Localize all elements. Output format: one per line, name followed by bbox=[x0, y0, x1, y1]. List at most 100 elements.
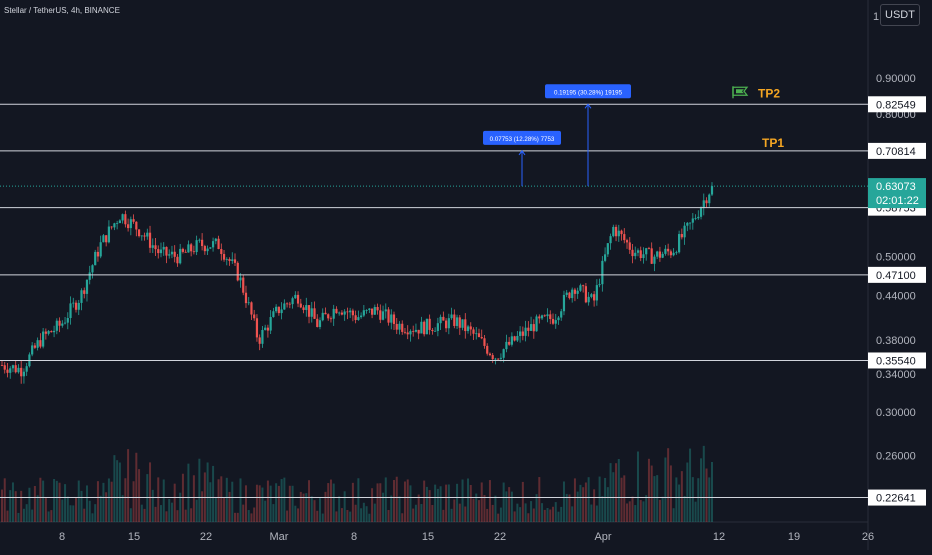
candle[interactable] bbox=[85, 279, 89, 302]
candle[interactable] bbox=[102, 233, 105, 243]
candle[interactable] bbox=[42, 327, 45, 349]
candle[interactable] bbox=[253, 309, 256, 321]
candle[interactable] bbox=[387, 307, 390, 326]
candle[interactable] bbox=[379, 304, 382, 324]
candle[interactable] bbox=[360, 312, 363, 319]
candle[interactable] bbox=[6, 363, 9, 378]
candle[interactable] bbox=[343, 309, 346, 321]
candle[interactable] bbox=[508, 337, 511, 346]
candle[interactable] bbox=[519, 326, 522, 343]
candle[interactable] bbox=[14, 360, 17, 374]
measure-tool[interactable]: 0.07753 (12.28%) 7753 bbox=[483, 130, 561, 187]
candle[interactable] bbox=[20, 360, 23, 384]
candle[interactable] bbox=[335, 306, 338, 314]
candle[interactable] bbox=[491, 353, 494, 363]
candle[interactable] bbox=[11, 364, 15, 373]
candle[interactable] bbox=[595, 279, 598, 306]
candle[interactable] bbox=[110, 226, 113, 230]
candle[interactable] bbox=[434, 327, 437, 332]
candle[interactable] bbox=[639, 246, 642, 262]
candle[interactable] bbox=[710, 182, 714, 196]
candle[interactable] bbox=[118, 219, 121, 224]
candle[interactable] bbox=[0, 360, 4, 367]
candle[interactable] bbox=[384, 303, 387, 319]
candle[interactable] bbox=[288, 301, 291, 309]
candle[interactable] bbox=[524, 320, 527, 342]
candle[interactable] bbox=[403, 328, 407, 335]
candle[interactable] bbox=[132, 214, 135, 224]
candle[interactable] bbox=[50, 330, 53, 333]
candle[interactable] bbox=[702, 193, 705, 216]
candle[interactable] bbox=[606, 242, 609, 257]
candle[interactable] bbox=[332, 304, 335, 326]
candle[interactable] bbox=[486, 343, 489, 356]
candle[interactable] bbox=[576, 287, 579, 299]
candle[interactable] bbox=[373, 304, 376, 315]
candle[interactable] bbox=[428, 314, 431, 335]
candle[interactable] bbox=[562, 290, 566, 316]
candle[interactable] bbox=[368, 308, 371, 314]
candle[interactable] bbox=[634, 246, 637, 260]
candle[interactable] bbox=[198, 238, 201, 243]
candle[interactable] bbox=[642, 247, 645, 264]
candle[interactable] bbox=[69, 296, 72, 325]
candle[interactable] bbox=[620, 229, 623, 241]
candle[interactable] bbox=[239, 273, 242, 288]
candle[interactable] bbox=[349, 307, 352, 318]
candle[interactable] bbox=[565, 289, 568, 298]
candle[interactable] bbox=[543, 314, 546, 317]
candle[interactable] bbox=[154, 237, 157, 256]
candle[interactable] bbox=[74, 300, 78, 313]
candle[interactable] bbox=[688, 222, 692, 230]
candle[interactable] bbox=[436, 317, 439, 337]
candle[interactable] bbox=[61, 320, 64, 328]
candle[interactable] bbox=[420, 316, 423, 334]
candle[interactable] bbox=[573, 287, 577, 302]
candle[interactable] bbox=[582, 284, 585, 293]
candle[interactable] bbox=[327, 313, 330, 321]
candle[interactable] bbox=[307, 305, 311, 324]
candle[interactable] bbox=[505, 334, 508, 353]
candle[interactable] bbox=[305, 297, 308, 317]
candle[interactable] bbox=[52, 325, 56, 338]
candle[interactable] bbox=[324, 307, 327, 315]
candle[interactable] bbox=[39, 333, 42, 349]
candle[interactable] bbox=[220, 243, 223, 261]
candle[interactable] bbox=[661, 251, 664, 259]
candle[interactable] bbox=[272, 307, 275, 318]
candle[interactable] bbox=[458, 315, 461, 335]
candle[interactable] bbox=[143, 232, 146, 241]
candle[interactable] bbox=[47, 330, 50, 336]
candle[interactable] bbox=[636, 248, 640, 257]
candle[interactable] bbox=[664, 245, 667, 256]
candle[interactable] bbox=[72, 297, 75, 308]
candle[interactable] bbox=[116, 220, 119, 230]
measure-tool[interactable]: 0.19195 (30.28%) 19195 bbox=[545, 84, 631, 187]
candle[interactable] bbox=[168, 249, 171, 259]
candle[interactable] bbox=[568, 291, 571, 300]
candle[interactable] bbox=[277, 306, 280, 316]
candle[interactable] bbox=[535, 314, 538, 332]
candle[interactable] bbox=[187, 240, 190, 253]
candle[interactable] bbox=[571, 287, 574, 303]
candle[interactable] bbox=[211, 237, 215, 252]
candle[interactable] bbox=[217, 235, 220, 250]
candle[interactable] bbox=[513, 335, 516, 342]
candle[interactable] bbox=[464, 313, 467, 339]
candle[interactable] bbox=[447, 313, 450, 335]
candle[interactable] bbox=[699, 206, 703, 220]
candle[interactable] bbox=[494, 357, 497, 365]
candle[interactable] bbox=[376, 303, 379, 315]
candle[interactable] bbox=[527, 321, 530, 337]
candle[interactable] bbox=[179, 243, 182, 265]
candle[interactable] bbox=[140, 235, 143, 241]
candle[interactable] bbox=[423, 320, 426, 337]
candle[interactable] bbox=[623, 228, 626, 244]
candle[interactable] bbox=[529, 316, 533, 331]
candle[interactable] bbox=[554, 313, 557, 329]
candle[interactable] bbox=[469, 322, 472, 336]
candle[interactable] bbox=[587, 292, 590, 306]
candle[interactable] bbox=[593, 291, 596, 307]
candle[interactable] bbox=[584, 283, 587, 304]
candle[interactable] bbox=[316, 314, 319, 328]
